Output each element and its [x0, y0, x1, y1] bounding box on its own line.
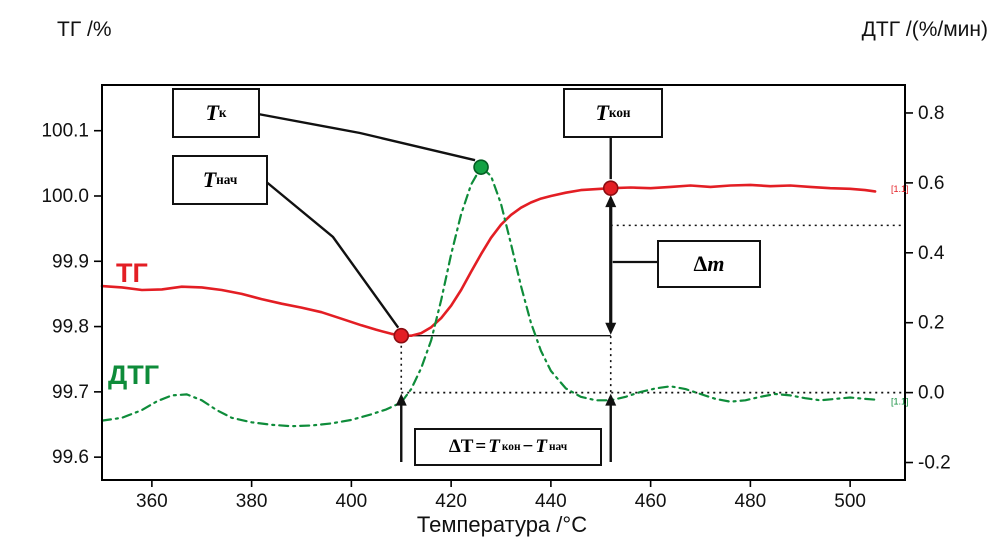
svg-text:0.6: 0.6 [918, 173, 944, 194]
t-nach-term: T [535, 436, 547, 457]
tg-curve-label: ТГ [116, 258, 148, 288]
equals-sign: = [475, 436, 487, 457]
svg-text:99.9: 99.9 [52, 251, 89, 272]
svg-text:480: 480 [735, 491, 767, 512]
dtg-curve-label: ДТГ [108, 360, 160, 390]
svg-text:[1.1]: [1.1] [891, 184, 909, 194]
svg-text:0.0: 0.0 [918, 383, 944, 404]
svg-text:0.4: 0.4 [918, 243, 945, 264]
t-k-symbol: T [205, 100, 219, 125]
svg-text:0.2: 0.2 [918, 313, 944, 334]
t-nach-subscript: нач [216, 172, 238, 187]
svg-text:460: 460 [635, 491, 667, 512]
t-nach-symbol: T [202, 167, 217, 192]
t-kon-term-subscript: кон [501, 441, 521, 453]
svg-text:500: 500 [834, 491, 866, 512]
delta-t-lead: ΔT [448, 436, 474, 457]
t-kon-subscript: кон [608, 105, 631, 120]
svg-text:400: 400 [336, 491, 368, 512]
svg-text:99.8: 99.8 [52, 317, 89, 338]
svg-text:380: 380 [236, 491, 268, 512]
delta-symbol: Δ [693, 251, 708, 276]
svg-text:-0.2: -0.2 [918, 453, 951, 474]
svg-text:360: 360 [136, 491, 168, 512]
t-kon-term: T [488, 436, 500, 457]
svg-text:420: 420 [435, 491, 467, 512]
minus-sign: − [522, 436, 534, 457]
svg-text:440: 440 [535, 491, 567, 512]
t-nach-term-subscript: нач [548, 441, 568, 453]
t-kon-symbol: T [595, 100, 609, 125]
svg-text:99.6: 99.6 [52, 447, 89, 468]
right-axis-title: ДТГ /(%/мин) [861, 18, 988, 41]
x-axis-title: Температура /°C [416, 512, 588, 537]
mass-symbol: m [707, 251, 725, 276]
svg-text:[1.1]: [1.1] [891, 397, 909, 407]
svg-text:99.7: 99.7 [52, 382, 89, 403]
svg-text:0.8: 0.8 [918, 103, 944, 124]
svg-text:100.0: 100.0 [41, 186, 89, 207]
svg-text:100.1: 100.1 [41, 121, 89, 142]
t-k-subscript: к [218, 105, 227, 120]
left-axis-title: ТГ /% [57, 18, 112, 41]
